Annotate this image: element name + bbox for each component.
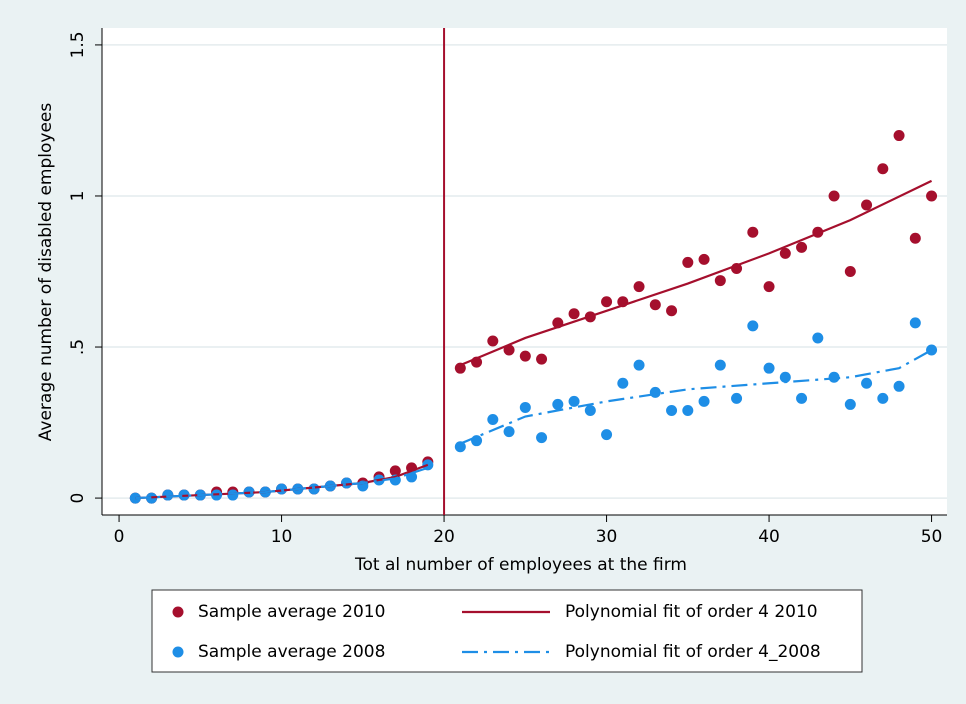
data-point [601, 429, 613, 441]
data-point [731, 392, 743, 404]
legend-label: Polynomial fit of order 4_2008 [565, 642, 821, 662]
data-point [406, 471, 418, 483]
data-point [568, 395, 580, 407]
data-point [601, 296, 613, 308]
data-point [698, 253, 710, 265]
data-point [633, 359, 645, 371]
data-point [779, 247, 791, 259]
data-point [926, 190, 938, 202]
data-point [812, 332, 824, 344]
data-point [861, 377, 873, 389]
data-point [633, 281, 645, 293]
data-point [861, 199, 873, 211]
data-point [454, 362, 466, 374]
y-axis-title: Average number of disabled employees [36, 103, 56, 442]
data-point [389, 465, 401, 477]
data-point [682, 404, 694, 416]
legend-label: Sample average 2010 [198, 602, 385, 622]
y-tick-label: 1.5 [68, 31, 88, 58]
data-point [893, 380, 905, 392]
data-point [308, 483, 320, 495]
legend-label: Polynomial fit of order 4 2010 [565, 602, 818, 622]
data-point [487, 414, 499, 426]
data-point [276, 483, 288, 495]
data-point [926, 344, 938, 356]
y-tick-label: .5 [68, 339, 88, 355]
plot-area [102, 28, 947, 515]
data-point [909, 317, 921, 329]
data-point [471, 435, 483, 447]
x-tick-label: 10 [271, 527, 293, 547]
data-point [666, 404, 678, 416]
x-tick-label: 40 [758, 527, 780, 547]
legend-symbol [172, 646, 184, 658]
data-point [666, 305, 678, 317]
data-point [617, 377, 629, 389]
fit-line [135, 349, 933, 500]
data-point [649, 299, 661, 311]
data-point [487, 335, 499, 347]
data-point [714, 359, 726, 371]
x-tick-label: 30 [596, 527, 618, 547]
data-point [796, 241, 808, 253]
legend [151, 589, 863, 673]
data-point [796, 392, 808, 404]
y-tick-label: 1 [68, 191, 88, 202]
data-point [714, 275, 726, 287]
data-point [519, 350, 531, 362]
data-point [844, 398, 856, 410]
data-point [227, 489, 239, 501]
data-point [536, 353, 548, 365]
data-point [341, 477, 353, 489]
data-point [779, 371, 791, 383]
data-point [877, 163, 889, 175]
data-point [568, 308, 580, 320]
data-point [763, 362, 775, 374]
x-axis-title: Tot al number of employees at the firm [354, 555, 687, 575]
legend-symbol [172, 606, 184, 618]
data-point [584, 404, 596, 416]
data-point [503, 344, 515, 356]
x-tick-label: 0 [114, 527, 125, 547]
x-tick-label: 50 [921, 527, 943, 547]
data-point [828, 190, 840, 202]
x-tick-label: 20 [433, 527, 455, 547]
data-point [503, 426, 515, 438]
data-point [536, 432, 548, 444]
data-point [519, 401, 531, 413]
data-point [454, 441, 466, 453]
data-point [649, 386, 661, 398]
data-point [682, 256, 694, 268]
y-tick-label: 0 [68, 493, 88, 504]
data-point [877, 392, 889, 404]
data-point [552, 398, 564, 410]
legend-label: Sample average 2008 [198, 642, 385, 662]
data-point [909, 232, 921, 244]
data-point [747, 226, 759, 238]
data-point [747, 320, 759, 332]
data-point [828, 371, 840, 383]
data-point [763, 281, 775, 293]
data-point [844, 266, 856, 277]
data-point [698, 395, 710, 407]
data-point [893, 130, 905, 142]
data-point [162, 489, 174, 501]
